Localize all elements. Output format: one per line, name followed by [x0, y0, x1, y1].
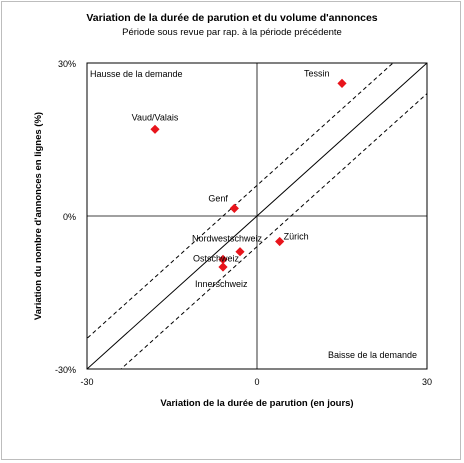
x-axis-label: Variation de la durée de parution (en jo…	[160, 398, 353, 409]
y-axis-label: Variation du nombre d'annonces en lignes…	[33, 112, 44, 320]
data-point-marker	[275, 236, 285, 247]
dashed-reference-line	[120, 92, 427, 369]
data-point-marker	[229, 203, 239, 213]
annotation-label: Baisse de la demande	[328, 350, 417, 360]
data-point-marker	[337, 78, 347, 88]
data-point-marker	[235, 247, 245, 257]
dashed-reference-line	[87, 63, 394, 340]
data-point-label: Vaud/Valais	[132, 112, 179, 122]
chart-title: Variation de la durée de parution et du …	[86, 12, 378, 24]
x-tick-label: 0	[254, 377, 259, 387]
data-point-label: Tessin	[304, 68, 330, 78]
data-point-label: Innerschweiz	[195, 279, 248, 289]
annotation-label: Hausse de la demande	[90, 69, 183, 79]
data-point-label: Ostschweiz	[193, 253, 240, 263]
data-point-marker	[218, 262, 228, 272]
data-point-marker	[150, 124, 160, 134]
y-tick-label: 0%	[63, 212, 76, 222]
x-tick-label: 30	[422, 377, 432, 387]
data-point-label: Nordwestschweiz	[192, 234, 263, 244]
y-tick-label: -30%	[55, 365, 76, 375]
chart-subtitle: Période sous revue par rap. à la période…	[122, 27, 342, 38]
data-point-label: Genf	[208, 193, 228, 203]
y-tick-label: 30%	[58, 59, 76, 69]
x-tick-label: -30	[80, 377, 93, 387]
data-point-label: Zürich	[284, 232, 309, 242]
data-point-marker	[218, 254, 228, 264]
